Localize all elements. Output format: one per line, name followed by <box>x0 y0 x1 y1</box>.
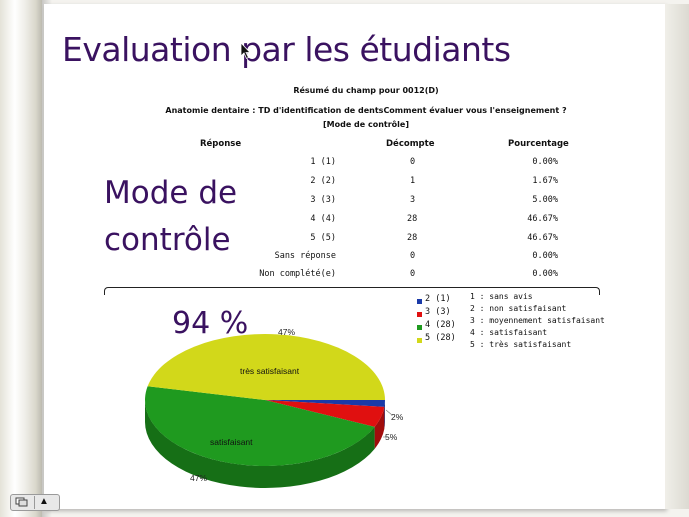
cell-pourcentage: 1.67% <box>532 176 558 186</box>
cell-pourcentage: 5.00% <box>532 195 558 205</box>
cell-pourcentage: 0.00% <box>532 157 558 167</box>
cell-reponse: Sans réponse <box>274 251 336 261</box>
pct-label-3: 5% <box>385 432 398 442</box>
cell-pourcentage: 0.00% <box>532 251 558 261</box>
legend-note: 4 : satisfaisant <box>470 328 548 337</box>
cell-reponse: 2 (2) <box>310 176 336 186</box>
legend-swatch <box>417 299 422 304</box>
header-reponse: Réponse <box>200 139 242 149</box>
cell-reponse: 1 (1) <box>310 157 336 167</box>
pie-slice <box>265 400 385 407</box>
divider-bracket <box>104 287 600 295</box>
cell-decompte: 28 <box>407 233 418 243</box>
pie-slice-side <box>374 406 385 449</box>
big-percent: 94 % <box>172 306 249 341</box>
slide-title: Evaluation par les étudiants <box>62 30 511 69</box>
legend-item: 4 (28) <box>425 320 456 330</box>
legend-item: 3 (3) <box>425 307 451 317</box>
cell-decompte: 1 <box>410 176 416 186</box>
legend-swatch <box>417 338 422 343</box>
legend-swatch <box>417 325 422 330</box>
pct-label-5: 47% <box>278 327 296 337</box>
cell-decompte: 0 <box>410 157 416 167</box>
slice-label-satisfaisant: satisfaisant <box>210 437 253 447</box>
pct-label-2: 2% <box>391 412 404 422</box>
summary-title: Résumé du champ pour 0012(D) <box>293 86 439 95</box>
legend-item: 2 (1) <box>425 294 451 304</box>
cell-reponse: Non complété(e) <box>259 269 336 279</box>
cell-reponse: 4 (4) <box>310 214 336 224</box>
page-edge <box>665 4 689 509</box>
cell-pourcentage: 46.67% <box>527 214 558 224</box>
legend-note: 3 : moyennement satisfaisant <box>470 316 605 325</box>
side-label-line1: Mode de <box>104 175 238 211</box>
cell-decompte: 28 <box>407 214 418 224</box>
pie-slice <box>147 333 385 400</box>
pct-label-4: 47% <box>190 473 208 483</box>
control-separator <box>34 496 35 509</box>
cell-pourcentage: 0.00% <box>532 269 558 279</box>
pie-slice <box>144 386 375 467</box>
pie-slice <box>265 400 385 427</box>
cell-pourcentage: 46.67% <box>527 233 558 243</box>
mouse-cursor-icon <box>240 42 251 60</box>
legend-swatch <box>417 312 422 317</box>
cell-reponse: 5 (5) <box>310 233 336 243</box>
slide-controls: ▲ <box>10 494 60 511</box>
pie-slice-side <box>384 400 385 429</box>
slice-label-tres-satisfaisant: très satisfaisant <box>240 366 300 376</box>
header-pourcentage: Pourcentage <box>508 139 569 149</box>
cell-decompte: 0 <box>410 251 416 261</box>
header-decompte: Décompte <box>386 139 435 149</box>
side-label-line2: contrôle <box>104 222 231 258</box>
legend-note: 1 : sans avis <box>470 292 533 301</box>
legend-note: 5 : très satisfaisant <box>470 340 572 349</box>
slides-icon[interactable] <box>15 497 29 509</box>
cell-decompte: 0 <box>410 269 416 279</box>
leader-line <box>385 409 393 416</box>
legend-note: 2 : non satisfaisant <box>470 304 567 313</box>
notebook-binding <box>0 0 42 517</box>
cell-reponse: 3 (3) <box>310 195 336 205</box>
up-triangle-icon[interactable]: ▲ <box>39 496 49 507</box>
cell-decompte: 3 <box>410 195 416 205</box>
legend-item: 5 (28) <box>425 333 456 343</box>
question-subtitle: [Mode de contrôle] <box>322 120 409 129</box>
question-text: Anatomie dentaire : TD d'identification … <box>165 106 567 115</box>
pie-slice-side <box>145 400 375 489</box>
